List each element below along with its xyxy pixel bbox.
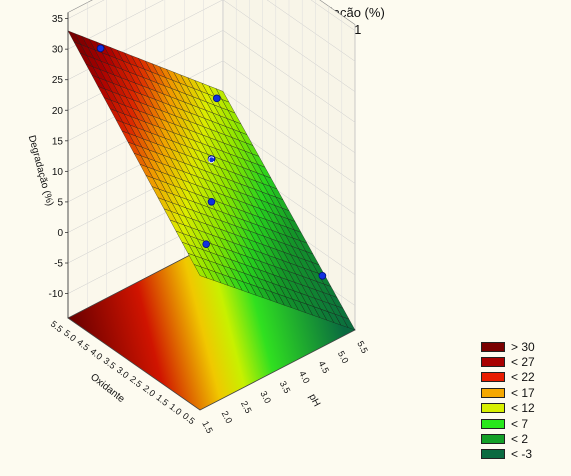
legend-swatch	[481, 341, 505, 352]
y-tick-label: 2.0	[141, 383, 157, 399]
x-tick-label: 1.5	[200, 419, 215, 435]
legend-item: < 22	[481, 370, 535, 385]
x-tick-label: 3.5	[278, 379, 293, 395]
design-point-6	[207, 198, 216, 206]
x-tick-label: 2.5	[239, 399, 254, 415]
legend-label: < 12	[511, 401, 535, 416]
legend-item: < -3	[481, 447, 535, 462]
design-point-5	[207, 155, 216, 163]
legend-item: < 7	[481, 416, 535, 431]
design-point-2	[213, 94, 221, 103]
x-tick-label: 3.0	[258, 389, 273, 405]
legend-swatch	[481, 449, 505, 460]
z-tick-label: -5	[54, 259, 63, 270]
legend-item: < 17	[481, 385, 535, 400]
design-point-3	[202, 240, 210, 248]
response-surface	[67, 30, 356, 331]
gridline-z	[67, 0, 356, 62]
legend-swatch	[481, 403, 505, 414]
legend-item: < 27	[481, 354, 535, 369]
legend-swatch	[481, 357, 505, 368]
legend-label: < 22	[511, 370, 535, 385]
legend-item: < 2	[481, 431, 535, 446]
y-tick-label: 2.5	[128, 374, 144, 390]
y-tick-label: 3.0	[115, 365, 131, 381]
x-axis-label: pH	[306, 392, 322, 408]
y-tick-label: 4.0	[88, 346, 104, 362]
y-tick-label: 5.0	[62, 328, 78, 344]
z-tick-label: 35	[52, 14, 64, 25]
legend-swatch	[481, 387, 505, 398]
x-tick-label: 2.0	[220, 409, 235, 425]
z-tick-label: 30	[52, 45, 64, 56]
legend-label: < 17	[511, 385, 535, 400]
legend-swatch	[481, 418, 505, 429]
legend-label: < 27	[511, 355, 535, 370]
legend-label: < -3	[511, 447, 533, 462]
x-tick-label: 4.0	[297, 369, 312, 385]
center-point-label: C	[208, 155, 215, 165]
legend-label: < 7	[511, 416, 529, 431]
z-axis-label: Degradação (%)	[26, 134, 55, 207]
legend-item: > 30	[481, 339, 535, 354]
z-tick-label: 25	[52, 75, 64, 86]
z-tick-label: -10	[49, 289, 64, 300]
z-tick-label: 5	[57, 197, 63, 208]
x-tick-label: 5.5	[355, 339, 370, 355]
z-tick-label: 20	[52, 106, 64, 117]
y-tick-label: 5.5	[49, 319, 65, 335]
x-tick-label: 5.0	[336, 349, 351, 365]
design-point-4	[318, 272, 327, 280]
legend-label: < 2	[511, 432, 529, 447]
z-tick-label: 15	[52, 136, 64, 147]
y-tick-label: 1.5	[154, 392, 170, 408]
x-tick-label: 4.5	[316, 359, 331, 375]
legend-item: < 12	[481, 401, 535, 416]
z-tick-label: 10	[52, 167, 64, 178]
y-tick-label: 3.5	[102, 355, 118, 371]
design-points: C	[96, 44, 327, 280]
y-tick-label: 0.5	[181, 411, 197, 427]
legend-swatch	[481, 372, 505, 383]
design-point-1	[96, 44, 105, 53]
surface-cell	[341, 316, 356, 331]
legend-swatch	[481, 434, 505, 445]
z-tick-label: 0	[57, 228, 63, 239]
legend: > 30 < 27 < 22 < 17 < 12 < 7 < 2 < -3	[481, 339, 535, 462]
legend-label: > 30	[511, 339, 535, 354]
y-tick-label: 4.5	[75, 337, 91, 353]
y-tick-label: 1.0	[168, 401, 184, 417]
